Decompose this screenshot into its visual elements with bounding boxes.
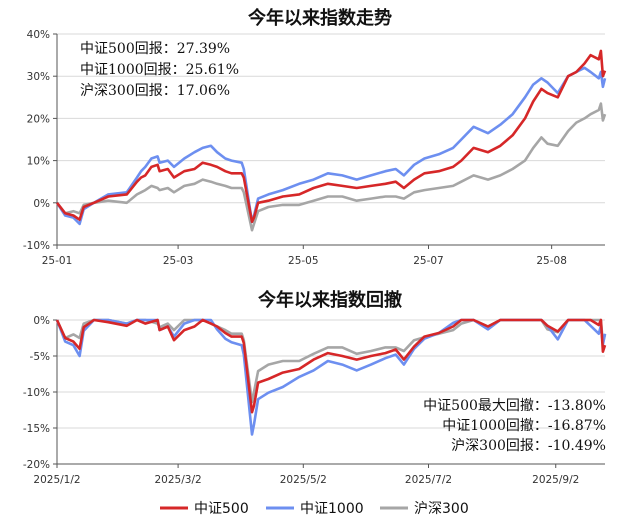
x-tick-label: 25-07 xyxy=(413,255,444,267)
annotation-csi500-max-drawdown: 中证500最大回撤：-13.80% xyxy=(423,398,606,414)
series-line-hs300 xyxy=(55,102,607,232)
drawdown-chart-y-ticks: 0% -5% -10% -15% -20% xyxy=(23,315,58,471)
x-tick-label: 2025/3/2 xyxy=(155,474,202,486)
drawdown-chart-x-ticks: 2025/1/2 2025/3/2 2025/5/2 2025/7/2 2025/9/2 xyxy=(33,463,605,486)
trend-chart-y-ticks: 40% 30% 20% 10% 0% -10% xyxy=(23,29,58,252)
y-tick-label: 0% xyxy=(33,198,50,210)
y-tick-label: 0% xyxy=(33,315,50,327)
trend-chart: 今年以来指数走势 40%30%20%10%0%-10% 25-01 25-03 25… xyxy=(23,7,607,267)
y-tick-label: 20% xyxy=(27,113,50,125)
x-tick-label: 25-05 xyxy=(288,255,319,267)
y-tick-label: -20% xyxy=(23,459,50,471)
y-tick-label: -10% xyxy=(23,387,50,399)
x-tick-label: 25-03 xyxy=(163,255,194,267)
x-tick-label: 2025/1/2 xyxy=(33,474,80,486)
x-tick-label: 2025/7/2 xyxy=(405,474,452,486)
legend-item-csi1000: 中证1000 xyxy=(266,501,364,517)
legend-label-csi1000: 中证1000 xyxy=(300,501,364,517)
drawdown-chart-series xyxy=(55,318,607,436)
x-tick-label: 2025/5/2 xyxy=(280,474,327,486)
trend-chart-annotations: 中证500回报：27.39% 中证1000回报：25.61% 沪深300回报：1… xyxy=(80,41,239,99)
trend-chart-title: 今年以来指数走势 xyxy=(248,7,392,29)
legend: 中证500 中证1000 沪深300 xyxy=(160,501,469,517)
annotation-hs300-drawdown: 沪深300回报：-10.49% xyxy=(451,438,606,454)
annotation-csi500-return: 中证500回报：27.39% xyxy=(80,41,230,57)
y-tick-label: -5% xyxy=(30,351,50,363)
y-tick-label: 40% xyxy=(27,29,50,41)
drawdown-chart: 今年以来指数回撤 0%-5%-10%-15%-20% 2025/1/2 2025/… xyxy=(23,289,607,486)
y-tick-label: 10% xyxy=(27,156,50,168)
x-tick-label: 25-01 xyxy=(42,255,73,267)
annotation-hs300-return: 沪深300回报：17.06% xyxy=(80,83,230,99)
trend-chart-x-ticks: 25-01 25-03 25-05 25-07 25-08 xyxy=(42,244,605,267)
y-tick-label: -10% xyxy=(23,240,50,252)
trend-chart-series xyxy=(55,49,607,232)
legend-label-hs300: 沪深300 xyxy=(414,501,469,517)
drawdown-chart-annotations: 中证500最大回撤：-13.80% 中证1000回撤：-16.87% 沪深300… xyxy=(423,398,606,454)
legend-item-hs300: 沪深300 xyxy=(380,501,469,517)
x-tick-label: 2025/9/2 xyxy=(532,474,579,486)
x-tick-label: 25-08 xyxy=(536,255,567,267)
series-line-csi1000 xyxy=(55,66,607,226)
series-line-csi500 xyxy=(55,318,607,414)
y-tick-label: 30% xyxy=(27,71,50,83)
annotation-csi1000-return: 中证1000回报：25.61% xyxy=(80,62,239,78)
legend-item-csi500: 中证500 xyxy=(160,501,249,517)
drawdown-chart-title: 今年以来指数回撤 xyxy=(258,289,402,311)
y-tick-label: -15% xyxy=(23,423,50,435)
legend-label-csi500: 中证500 xyxy=(194,501,249,517)
series-line-csi500 xyxy=(55,49,607,224)
annotation-csi1000-drawdown: 中证1000回撤：-16.87% xyxy=(442,418,606,434)
